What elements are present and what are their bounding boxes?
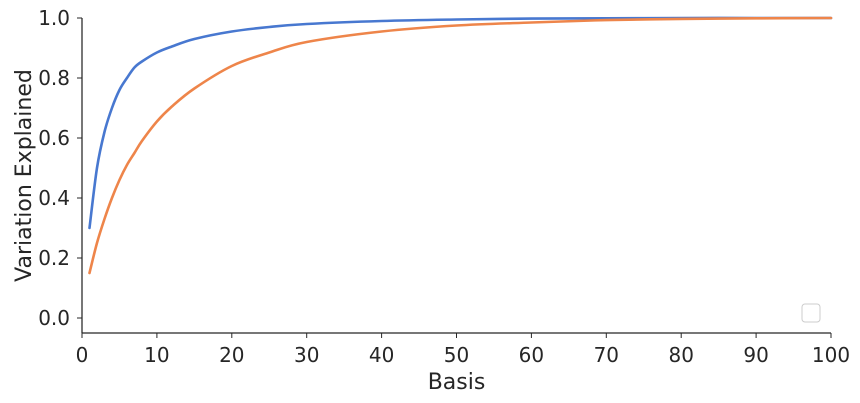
x-axis-ticks: 0 10 20 30 40 50 60 70 80 90 100: [76, 333, 850, 367]
x-tick-label: 70: [594, 343, 619, 367]
x-tick-label: 30: [294, 343, 319, 367]
x-tick-label: 100: [812, 343, 850, 367]
y-axis-ticks: 0.0 0.2 0.4 0.6 0.8 1.0: [38, 6, 82, 330]
y-tick-label: 0.0: [38, 306, 70, 330]
y-axis-label: Variation Explained: [12, 69, 37, 282]
x-tick-label: 80: [668, 343, 693, 367]
x-tick-label: 40: [369, 343, 394, 367]
series-lines: [88, 16, 833, 275]
y-tick-label: 1.0: [38, 6, 70, 30]
x-tick-label: 50: [444, 343, 469, 367]
x-tick-label: 0: [76, 343, 89, 367]
x-tick-label: 90: [743, 343, 768, 367]
x-tick-label: 60: [519, 343, 544, 367]
y-tick-label: 0.2: [38, 246, 70, 270]
y-tick-label: 0.6: [38, 126, 70, 150]
x-axis-label: Basis: [428, 370, 486, 395]
y-tick-label: 0.4: [38, 186, 70, 210]
x-tick-label: 20: [219, 343, 244, 367]
x-tick-label: 10: [144, 343, 169, 367]
series-line-2: [88, 16, 833, 275]
legend: [801, 303, 821, 323]
y-tick-label: 0.8: [38, 66, 70, 90]
series-line-1: [88, 16, 833, 230]
